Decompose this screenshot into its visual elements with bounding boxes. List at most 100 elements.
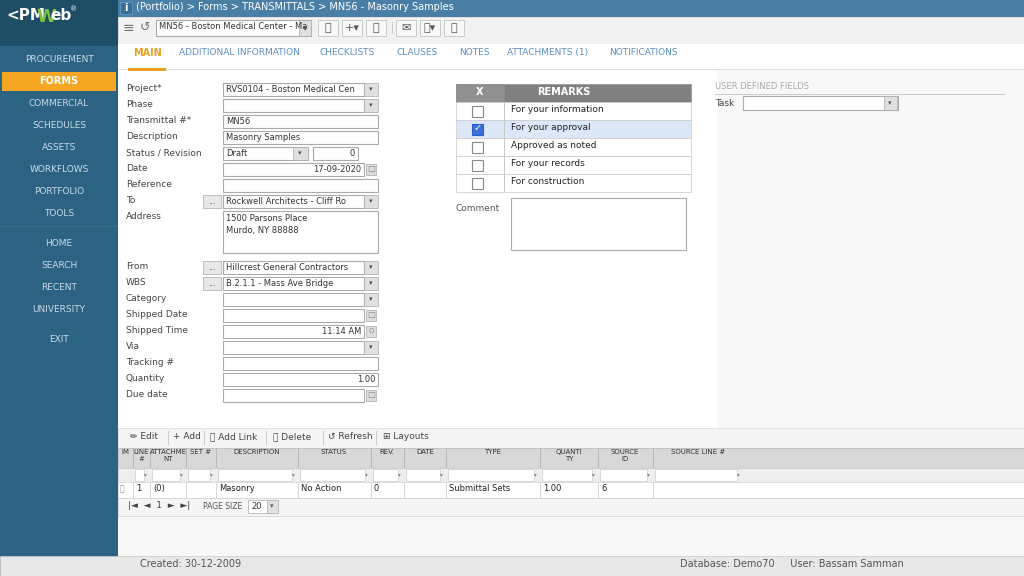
Text: MN56: MN56	[226, 117, 250, 126]
Bar	[300, 469, 365, 481]
Bar	[472, 160, 483, 171]
Text: W: W	[36, 8, 56, 26]
Bar	[364, 261, 378, 274]
Text: IM: IM	[121, 449, 129, 455]
Text: 1: 1	[136, 484, 141, 493]
Bar	[118, 17, 1024, 44]
Text: ✉: ✉	[401, 23, 411, 33]
Text: Quantity: Quantity	[126, 374, 165, 383]
Text: ▾: ▾	[370, 280, 373, 286]
Text: ▾: ▾	[534, 472, 537, 478]
Bar	[223, 373, 378, 386]
Text: SOURCE
ID: SOURCE ID	[610, 449, 639, 462]
Bar	[203, 195, 221, 208]
Text: CHECKLISTS: CHECKLISTS	[319, 48, 375, 57]
Text: Draft: Draft	[226, 149, 247, 158]
Text: □: □	[367, 165, 375, 173]
Text: ATTACHMENTS (1): ATTACHMENTS (1)	[508, 48, 589, 57]
Text: NOTIFICATIONS: NOTIFICATIONS	[608, 48, 677, 57]
Text: □: □	[367, 310, 375, 320]
Text: SEARCH: SEARCH	[41, 261, 77, 270]
Bar	[472, 178, 483, 189]
Text: ADDITIONAL INFORMATION: ADDITIONAL INFORMATION	[178, 48, 299, 57]
Text: B.2.1.1 - Mass Ave Bridge: B.2.1.1 - Mass Ave Bridge	[226, 279, 334, 288]
Text: 0: 0	[350, 149, 355, 158]
Text: SET #: SET #	[190, 449, 212, 455]
Bar	[655, 469, 737, 481]
Bar	[364, 341, 378, 354]
Text: DATE: DATE	[416, 449, 434, 455]
Text: ↺: ↺	[140, 21, 151, 34]
Text: 1500 Parsons Place: 1500 Parsons Place	[226, 214, 307, 223]
Text: 🔗 Add Link: 🔗 Add Link	[210, 432, 257, 441]
Text: ▾: ▾	[143, 472, 146, 478]
Bar	[364, 195, 378, 208]
Bar	[203, 277, 221, 290]
Bar	[203, 261, 221, 274]
Text: EXIT: EXIT	[49, 335, 69, 344]
Bar	[188, 469, 210, 481]
Text: 🗑 Delete: 🗑 Delete	[273, 432, 311, 441]
Text: ▾: ▾	[888, 100, 892, 106]
Bar	[223, 131, 378, 144]
Bar	[223, 389, 364, 402]
Bar	[884, 96, 897, 110]
Text: Task: Task	[715, 99, 734, 108]
Text: ▾: ▾	[439, 472, 442, 478]
Text: To: To	[126, 196, 135, 205]
Text: ▾: ▾	[292, 472, 294, 478]
Bar	[0, 556, 1024, 576]
Bar	[364, 277, 378, 290]
Text: (Portfolio) > Forms > TRANSMITTALS > MN56 - Masonry Samples: (Portfolio) > Forms > TRANSMITTALS > MN5…	[136, 2, 454, 12]
Text: 1.00: 1.00	[356, 375, 375, 384]
Text: WORKFLOWS: WORKFLOWS	[30, 165, 89, 174]
Text: MN56 - Boston Medical Center - Ma: MN56 - Boston Medical Center - Ma	[159, 22, 307, 31]
Text: Created: 30-12-2009: Created: 30-12-2009	[140, 559, 241, 569]
Text: ▾: ▾	[270, 503, 273, 509]
Bar	[449, 469, 534, 481]
Bar	[456, 84, 691, 102]
Text: eb: eb	[50, 8, 72, 23]
Bar	[118, 69, 1024, 70]
Text: ▾: ▾	[370, 264, 373, 270]
Bar	[223, 261, 364, 274]
Text: ...: ...	[209, 196, 216, 206]
Text: +▾: +▾	[344, 23, 359, 33]
Bar	[152, 469, 180, 481]
Text: Phase: Phase	[126, 100, 153, 109]
Text: 0: 0	[374, 484, 379, 493]
Bar	[118, 44, 1024, 70]
Bar	[218, 469, 292, 481]
Text: 6: 6	[601, 484, 606, 493]
Bar	[118, 498, 1024, 516]
Bar	[223, 341, 364, 354]
Text: |◄  ◄  1  ►  ►|: |◄ ◄ 1 ► ►|	[128, 501, 190, 510]
Text: Hillcrest General Contractors: Hillcrest General Contractors	[226, 263, 351, 272]
Bar	[0, 0, 118, 46]
Text: Description: Description	[126, 132, 178, 141]
Text: □: □	[367, 391, 375, 400]
Text: USER DEFINED FIELDS: USER DEFINED FIELDS	[715, 82, 809, 91]
Bar	[373, 469, 398, 481]
Text: ▾: ▾	[370, 198, 373, 204]
Text: LINE
#: LINE #	[133, 449, 148, 462]
Text: REMARKS: REMARKS	[538, 87, 591, 97]
Text: STATUS: STATUS	[321, 449, 347, 455]
Bar	[364, 83, 378, 96]
Bar	[715, 94, 1005, 95]
Text: ▾: ▾	[736, 472, 739, 478]
Text: ASSETS: ASSETS	[42, 143, 76, 152]
Bar	[396, 20, 416, 36]
Bar	[223, 147, 308, 160]
Text: Project*: Project*	[126, 84, 162, 93]
Text: Transmittal #*: Transmittal #*	[126, 116, 191, 125]
Text: Tracking #: Tracking #	[126, 358, 174, 367]
Text: ▾: ▾	[179, 472, 182, 478]
Bar	[472, 124, 483, 135]
Text: TOOLS: TOOLS	[44, 209, 74, 218]
Text: 1.00: 1.00	[543, 484, 561, 493]
Text: FORMS: FORMS	[40, 77, 79, 86]
Bar	[0, 226, 118, 227]
Text: Address: Address	[126, 212, 162, 221]
Bar	[366, 310, 376, 321]
